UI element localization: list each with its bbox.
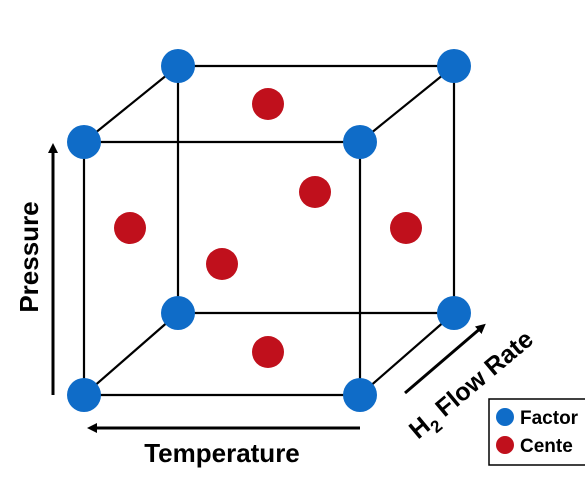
center-point-right-face: [299, 176, 331, 208]
legend-center-label: Cente: [520, 436, 573, 457]
factorial-point-front-top-right: [343, 125, 377, 159]
center-point-back-face: [252, 88, 284, 120]
center-point-left-face: [114, 212, 146, 244]
factorial-point-back-top-left: [161, 49, 195, 83]
center-point-bottom-face: [252, 336, 284, 368]
cube-edge-connector-bottom-left: [83, 312, 179, 396]
factorial-point-back-bottom-right: [437, 296, 471, 330]
legend-factor-label: Factor: [520, 408, 579, 429]
legend-center-swatch: [496, 436, 514, 454]
center-point-cube-center: [206, 248, 238, 280]
legend: Factor Cente: [488, 398, 585, 466]
factorial-point-front-bottom-left: [67, 378, 101, 412]
factorial-point-front-bottom-right: [343, 378, 377, 412]
temperature-axis-label: Temperature: [144, 438, 300, 468]
cube-edge-connector-top-left: [83, 65, 179, 143]
legend-factor-swatch: [496, 408, 514, 426]
factorial-point-front-top-left: [67, 125, 101, 159]
cube-edge-connector-bottom-right: [359, 312, 455, 396]
factorial-point-back-top-right: [437, 49, 471, 83]
pressure-axis-label: Pressure: [14, 201, 44, 312]
cube-edge-connector-top-right: [359, 65, 455, 143]
h2-flow-rate-axis-arrow: [404, 323, 486, 395]
factorial-points: [67, 49, 471, 412]
center-point-far-right-face: [390, 212, 422, 244]
factorial-point-back-bottom-left: [161, 296, 195, 330]
center-points: [114, 88, 422, 368]
